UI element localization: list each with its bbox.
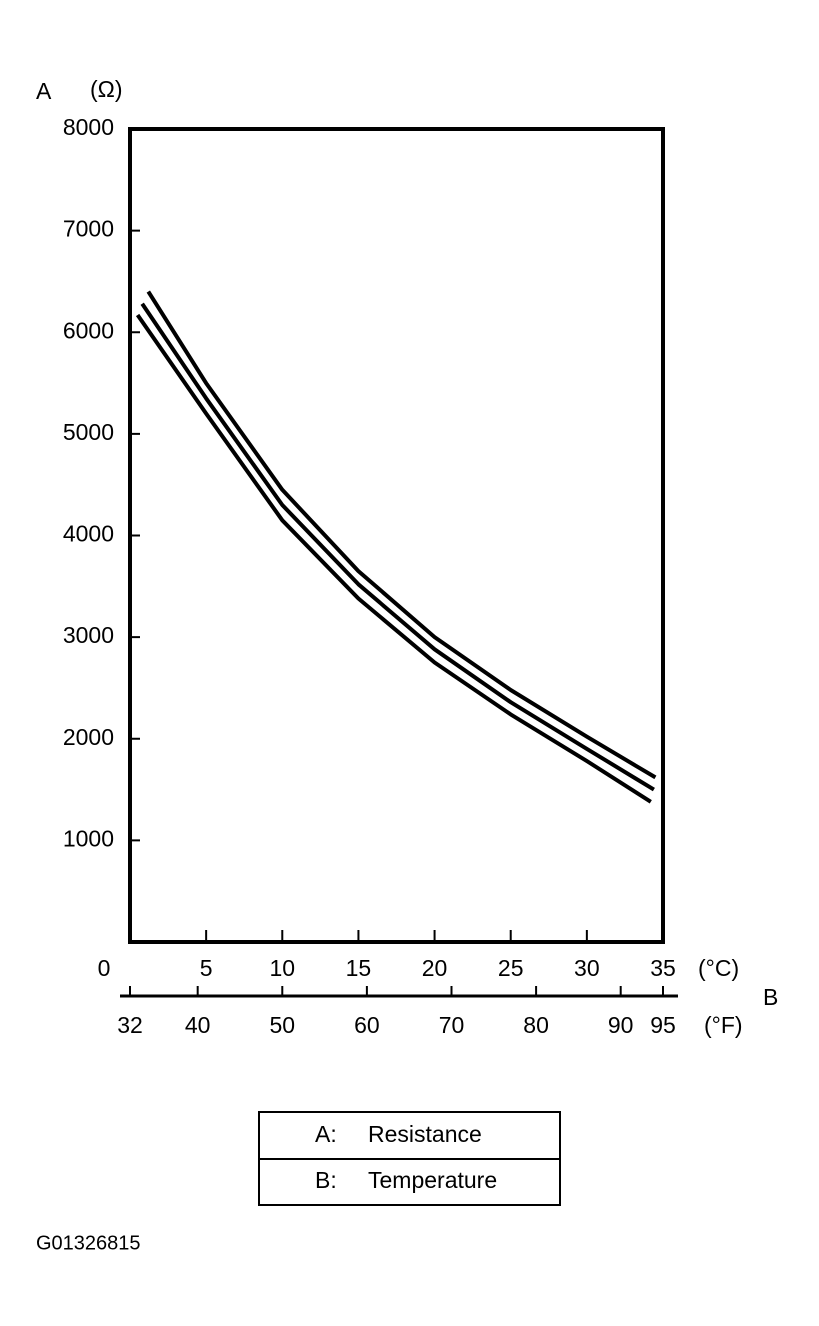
legend-text: Temperature xyxy=(368,1167,497,1193)
x2-tick-label: 60 xyxy=(354,1012,380,1038)
legend-table: A: Resistance B: Temperature xyxy=(258,1111,561,1206)
legend-key: B: xyxy=(315,1167,337,1193)
x-tick-label: 10 xyxy=(269,955,295,981)
x2-unit: (°F) xyxy=(704,1012,743,1038)
y-tick-label: 1000 xyxy=(63,825,114,851)
x-unit: (°C) xyxy=(698,955,739,981)
y-tick-label: 4000 xyxy=(63,521,114,547)
x-tick-label: 0 xyxy=(98,955,111,981)
legend-text: Resistance xyxy=(368,1121,482,1147)
x2-tick-label: 32 xyxy=(117,1012,143,1038)
x-axis-label: B xyxy=(763,984,778,1010)
x2-tick-label: 80 xyxy=(523,1012,549,1038)
x-tick-label: 35 xyxy=(650,955,676,981)
curve xyxy=(140,302,655,792)
y-tick-label: 7000 xyxy=(63,216,114,242)
y-tick-label: 5000 xyxy=(63,419,114,445)
curve xyxy=(146,290,657,780)
curve xyxy=(135,313,652,804)
x2-tick-label: 70 xyxy=(439,1012,465,1038)
plot-frame xyxy=(128,127,665,944)
y-tick-label: 2000 xyxy=(63,724,114,750)
figure-id: G01326815 xyxy=(36,1232,141,1254)
y-tick-label: 6000 xyxy=(63,317,114,343)
x2-tick-label: 90 xyxy=(608,1012,634,1038)
x2-tick-label: 95 xyxy=(650,1012,676,1038)
x-tick-label: 30 xyxy=(574,955,600,981)
y-tick-label: 3000 xyxy=(63,622,114,648)
x2-tick-label: 40 xyxy=(185,1012,211,1038)
x2-tick-label: 50 xyxy=(269,1012,295,1038)
x-tick-label: 5 xyxy=(200,955,213,981)
legend-key: A: xyxy=(315,1121,337,1147)
x-tick-label: 15 xyxy=(346,955,372,981)
x-tick-label: 25 xyxy=(498,955,524,981)
y-tick-label: 8000 xyxy=(63,114,114,140)
y-unit: (Ω) xyxy=(90,76,123,102)
y-axis-label: A xyxy=(36,78,52,104)
x-tick-label: 20 xyxy=(422,955,448,981)
